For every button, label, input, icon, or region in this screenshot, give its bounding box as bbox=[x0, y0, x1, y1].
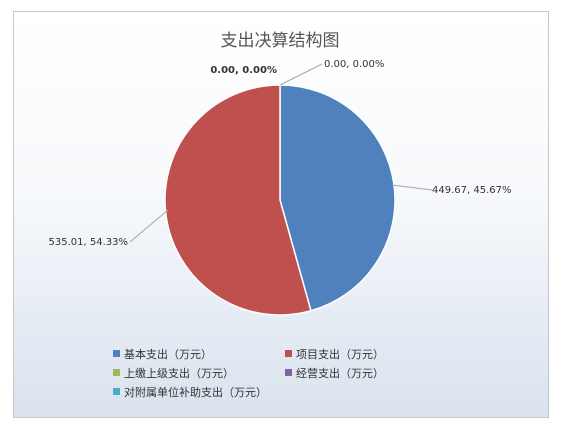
legend-swatch-3 bbox=[285, 369, 292, 376]
legend-item-1: 项目支出（万元） bbox=[285, 347, 384, 361]
legend-swatch-2 bbox=[113, 369, 120, 376]
legend-swatch-0 bbox=[113, 350, 120, 357]
legend-item-0: 基本支出（万元） bbox=[113, 347, 212, 361]
pie-slice-0 bbox=[279, 84, 396, 312]
leader-lines bbox=[129, 63, 433, 243]
leader-line-1 bbox=[129, 209, 169, 243]
legend-item-2: 上缴上级支出（万元） bbox=[113, 366, 234, 380]
legend: 基本支出（万元） 项目支出（万元） 上缴上级支出（万元） 经营支出（万元） 对附属单位补… bbox=[113, 347, 384, 399]
legend-label-1: 项目支出（万元） bbox=[296, 347, 384, 361]
legend-label-0: 基本支出（万元） bbox=[124, 347, 212, 361]
pie-slices bbox=[164, 84, 396, 316]
leader-line-3 bbox=[279, 63, 323, 86]
legend-item-3: 经营支出（万元） bbox=[285, 366, 384, 380]
data-labels: 449.67, 45.67% 535.01, 54.33% 0.00, 0.00% 0… bbox=[49, 59, 512, 248]
legend-swatch-1 bbox=[285, 350, 292, 357]
data-label-0: 449.67, 45.67% bbox=[432, 185, 511, 196]
legend-label-2: 上缴上级支出（万元） bbox=[124, 366, 234, 380]
legend-label-3: 经营支出（万元） bbox=[296, 366, 384, 380]
data-label-3: 0.00, 0.00% bbox=[324, 59, 384, 70]
legend-item-4: 对附属单位补助支出（万元） bbox=[113, 385, 267, 399]
legend-swatch-4 bbox=[113, 388, 120, 395]
leader-line-0 bbox=[391, 184, 433, 191]
data-label-2: 0.00, 0.00% bbox=[210, 65, 277, 76]
pie-slice-1 bbox=[164, 84, 312, 316]
chart-title: 支出决算结构图 bbox=[221, 31, 340, 51]
legend-label-4: 对附属单位补助支出（万元） bbox=[124, 385, 267, 399]
data-label-1: 535.01, 54.33% bbox=[49, 237, 128, 248]
